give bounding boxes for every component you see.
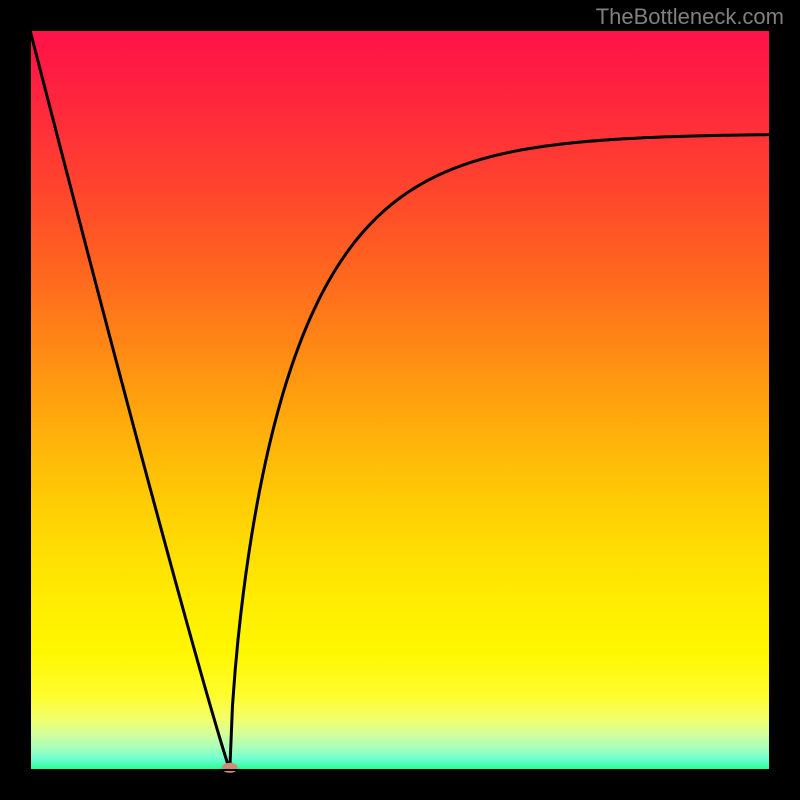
- minimum-marker: [222, 763, 238, 773]
- watermark-text: TheBottleneck.com: [596, 4, 784, 30]
- plot-background: [30, 30, 770, 770]
- bottleneck-chart: [0, 0, 800, 800]
